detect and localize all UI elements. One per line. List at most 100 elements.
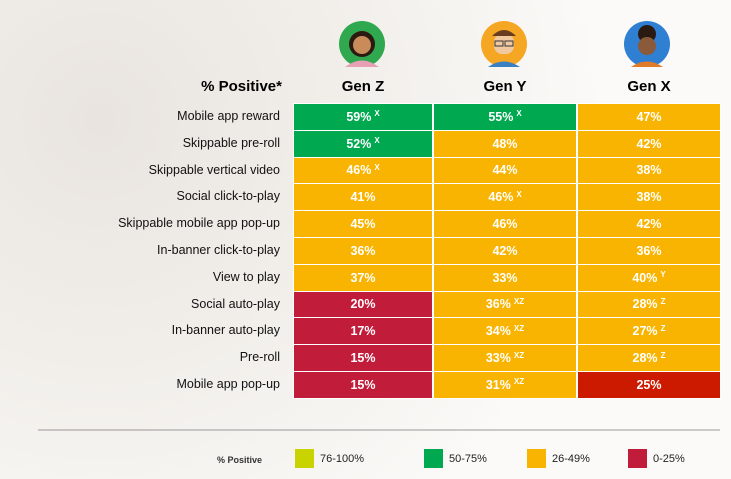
cell: 42% bbox=[577, 210, 721, 238]
cell-value: 33% bbox=[492, 270, 518, 285]
cell-value: 28% bbox=[632, 351, 658, 366]
cell: 41% bbox=[293, 183, 433, 212]
column-header: Gen Z bbox=[341, 78, 385, 95]
cell-note: X bbox=[516, 109, 522, 119]
cell: 46% bbox=[433, 210, 577, 238]
cell: 52% X bbox=[293, 129, 433, 158]
cell-note: X bbox=[516, 189, 522, 199]
cell-value: 33% bbox=[485, 351, 511, 366]
cell: 46% X bbox=[293, 156, 433, 185]
cell: 36% bbox=[293, 237, 433, 265]
cell: 36% bbox=[577, 237, 721, 265]
cell-value: 31% bbox=[485, 377, 511, 392]
cell: 55% X bbox=[433, 103, 577, 131]
avatar bbox=[481, 21, 527, 67]
cell-value: 42% bbox=[636, 136, 662, 151]
cell-value: 52% bbox=[346, 136, 372, 151]
cell-value: 42% bbox=[492, 243, 518, 258]
cell: 44% bbox=[433, 156, 577, 185]
legend-label: 26-49% bbox=[552, 453, 590, 465]
legend-swatch bbox=[295, 449, 314, 468]
cell-note: Z bbox=[660, 296, 666, 306]
cell-value: 59% bbox=[346, 109, 372, 124]
cell-value: 37% bbox=[350, 270, 376, 285]
row-label: Skippable pre-roll bbox=[182, 135, 280, 150]
cell: 28% Z bbox=[577, 344, 721, 372]
legend-swatch bbox=[628, 449, 647, 468]
row-label: In-banner auto-play bbox=[171, 323, 280, 338]
cell: 38% bbox=[577, 156, 721, 185]
cell: 37% bbox=[293, 263, 433, 292]
cell-note: XZ bbox=[513, 296, 525, 306]
cell: 27% Z bbox=[577, 317, 721, 346]
cell-value: 38% bbox=[636, 190, 662, 205]
legend-label: 50-75% bbox=[449, 453, 487, 465]
cell: 15% bbox=[293, 344, 433, 372]
avatar bbox=[339, 21, 385, 67]
row-label: Mobile app reward bbox=[177, 109, 280, 123]
avatar bbox=[624, 21, 670, 67]
row-label: Skippable vertical video bbox=[148, 162, 280, 177]
row-label: View to play bbox=[212, 269, 280, 284]
cell: 34% XZ bbox=[433, 317, 577, 346]
legend-swatch bbox=[527, 449, 546, 468]
cell: 33% bbox=[433, 263, 577, 292]
cell-value: 46% bbox=[488, 190, 514, 205]
cell: 33% XZ bbox=[433, 344, 577, 372]
cell: 38% bbox=[577, 183, 721, 212]
cell-value: 17% bbox=[350, 324, 376, 339]
cell: 42% bbox=[577, 129, 721, 158]
cell: 48% bbox=[433, 129, 577, 158]
cell-note: XZ bbox=[513, 323, 525, 333]
cell-note: Z bbox=[660, 323, 666, 333]
cell-note: X bbox=[374, 162, 380, 172]
cell-value: 36% bbox=[485, 297, 511, 312]
cell-value: 44% bbox=[492, 163, 518, 178]
cell: 59% X bbox=[293, 103, 433, 131]
row-label: In-banner click-to-play bbox=[157, 243, 280, 257]
cell: 40% Y bbox=[577, 263, 721, 292]
cell-value: 47% bbox=[636, 109, 662, 124]
cell-note: XZ bbox=[513, 350, 525, 360]
cell: 17% bbox=[293, 317, 433, 346]
cell-value: 20% bbox=[350, 297, 376, 312]
cell: 42% bbox=[433, 237, 577, 265]
cell-value: 41% bbox=[350, 190, 376, 205]
cell-value: 42% bbox=[636, 217, 662, 232]
cell-value: 46% bbox=[492, 217, 518, 232]
cell: 45% bbox=[293, 210, 433, 238]
legend-swatch bbox=[424, 449, 443, 468]
cell-value: 55% bbox=[488, 109, 514, 124]
cell: 25% bbox=[577, 371, 721, 399]
cell-value: 27% bbox=[632, 324, 658, 339]
cell-value: 36% bbox=[350, 243, 376, 258]
cell: 46% X bbox=[433, 183, 577, 212]
cell: 36% XZ bbox=[433, 290, 577, 319]
cell-note: Z bbox=[660, 350, 666, 360]
cell: 47% bbox=[577, 103, 721, 131]
cell-value: 34% bbox=[485, 324, 511, 339]
cell-value: 40% bbox=[632, 270, 658, 285]
cell-note: Y bbox=[660, 270, 666, 280]
row-label: Pre-roll bbox=[239, 350, 280, 365]
cell-value: 45% bbox=[350, 217, 376, 232]
corner-title: % Positive* bbox=[201, 78, 282, 95]
cell: 28% Z bbox=[577, 290, 721, 319]
row-label: Skippable mobile app pop-up bbox=[118, 216, 280, 231]
column-header: Gen Y bbox=[483, 78, 527, 95]
row-label: Social auto-play bbox=[191, 296, 280, 311]
cell-note: XZ bbox=[513, 377, 525, 387]
row-label: Social click-to-play bbox=[176, 189, 280, 204]
cell: 31% XZ bbox=[433, 371, 577, 399]
cell: 20% bbox=[293, 290, 433, 319]
cell-value: 36% bbox=[636, 243, 662, 258]
cell-value: 48% bbox=[492, 136, 518, 151]
cell-value: 46% bbox=[346, 163, 372, 178]
cell-value: 15% bbox=[350, 351, 376, 366]
cell: 15% bbox=[293, 371, 433, 399]
cell-value: 38% bbox=[636, 163, 662, 178]
legend-label: 76-100% bbox=[320, 453, 365, 465]
cell-value: 28% bbox=[632, 297, 658, 312]
row-label: Mobile app pop-up bbox=[176, 377, 280, 391]
